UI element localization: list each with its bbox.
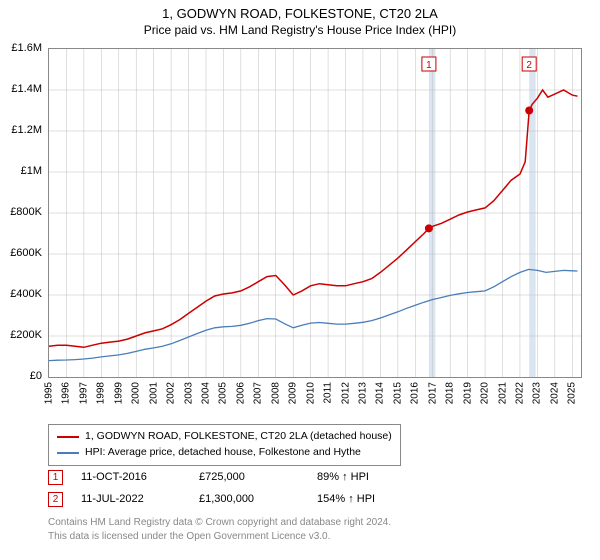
x-tick-label: 2010	[305, 382, 316, 404]
legend-row: 1, GODWYN ROAD, FOLKESTONE, CT20 2LA (de…	[57, 429, 392, 445]
x-tick-label: 1997	[78, 382, 89, 404]
y-tick-label: £1.2M	[11, 124, 42, 136]
x-tick-label: 2020	[480, 382, 491, 404]
x-tick-label: 2014	[375, 382, 386, 404]
sale-point-marker	[425, 224, 433, 232]
title-block: 1, GODWYN ROAD, FOLKESTONE, CT20 2LA Pri…	[0, 0, 600, 38]
x-tick-label: 2015	[392, 382, 403, 404]
y-tick-label: £400K	[10, 288, 42, 300]
footer-line-1: Contains HM Land Registry data © Crown c…	[48, 516, 391, 530]
points-row-marker: 2	[48, 492, 63, 507]
points-row-date: 11-OCT-2016	[81, 471, 181, 483]
title-main: 1, GODWYN ROAD, FOLKESTONE, CT20 2LA	[0, 6, 600, 23]
points-row-date: 11-JUL-2022	[81, 493, 181, 505]
x-tick-label: 2013	[357, 382, 368, 404]
x-tick-label: 2012	[340, 382, 351, 404]
points-row-pct: 154% ↑ HPI	[317, 493, 447, 505]
x-tick-label: 2005	[218, 382, 229, 404]
x-tick-label: 2011	[323, 382, 334, 404]
x-tick-label: 2022	[514, 382, 525, 404]
legend-label: 1, GODWYN ROAD, FOLKESTONE, CT20 2LA (de…	[85, 429, 392, 445]
legend-label: HPI: Average price, detached house, Folk…	[85, 445, 361, 461]
plot-svg: 12	[49, 49, 581, 377]
legend-swatch	[57, 452, 79, 454]
y-tick-label: £0	[30, 370, 42, 382]
x-axis-labels: 1995199619971998199920002001200220032004…	[48, 380, 582, 420]
series-line-subject	[49, 90, 578, 347]
footer-attribution: Contains HM Land Registry data © Crown c…	[48, 516, 391, 543]
points-row-pct: 89% ↑ HPI	[317, 471, 447, 483]
x-tick-label: 2017	[427, 382, 438, 404]
legend-swatch	[57, 436, 79, 438]
x-tick-label: 2021	[497, 382, 508, 404]
y-tick-label: £1.4M	[11, 83, 42, 95]
y-tick-label: £1M	[21, 165, 42, 177]
x-tick-label: 2001	[148, 382, 159, 404]
x-tick-label: 2006	[235, 382, 246, 404]
x-tick-label: 2009	[288, 382, 299, 404]
x-tick-label: 2008	[270, 382, 281, 404]
x-tick-label: 2024	[549, 382, 560, 404]
x-tick-label: 2025	[567, 382, 578, 404]
sale-points-table: 1 11-OCT-2016 £725,000 89% ↑ HPI 2 11-JUL-202…	[48, 466, 447, 510]
legend-row: HPI: Average price, detached house, Folk…	[57, 445, 392, 461]
points-row: 2 11-JUL-2022 £1,300,000 154% ↑ HPI	[48, 488, 447, 510]
x-tick-label: 2002	[166, 382, 177, 404]
x-tick-label: 2023	[532, 382, 543, 404]
x-tick-label: 2000	[131, 382, 142, 404]
footer-line-2: This data is licensed under the Open Gov…	[48, 530, 391, 544]
x-tick-label: 1998	[96, 382, 107, 404]
chart-container: 1, GODWYN ROAD, FOLKESTONE, CT20 2LA Pri…	[0, 0, 600, 560]
points-row-price: £1,300,000	[199, 493, 299, 505]
y-tick-label: £600K	[10, 247, 42, 259]
x-tick-label: 2019	[462, 382, 473, 404]
title-sub: Price paid vs. HM Land Registry's House …	[0, 23, 600, 39]
legend: 1, GODWYN ROAD, FOLKESTONE, CT20 2LA (de…	[48, 424, 401, 466]
x-tick-label: 2016	[410, 382, 421, 404]
chart-area: 12	[48, 48, 582, 378]
x-tick-label: 2003	[183, 382, 194, 404]
y-tick-label: £1.6M	[11, 42, 42, 54]
y-tick-label: £200K	[10, 329, 42, 341]
x-tick-label: 1995	[44, 382, 55, 404]
sale-point-box-label: 1	[426, 60, 432, 71]
sale-point-box-label: 2	[526, 60, 532, 71]
y-axis-labels: £0£200K£400K£600K£800K£1M£1.2M£1.4M£1.6M	[0, 48, 46, 378]
plot-border: 12	[48, 48, 582, 378]
points-row-price: £725,000	[199, 471, 299, 483]
x-tick-label: 2018	[445, 382, 456, 404]
sale-point-marker	[525, 107, 533, 115]
x-tick-label: 2004	[200, 382, 211, 404]
x-tick-label: 1999	[113, 382, 124, 404]
points-row: 1 11-OCT-2016 £725,000 89% ↑ HPI	[48, 466, 447, 488]
points-row-marker: 1	[48, 470, 63, 485]
x-tick-label: 2007	[253, 382, 264, 404]
x-tick-label: 1996	[61, 382, 72, 404]
series-line-hpi	[49, 269, 578, 360]
y-tick-label: £800K	[10, 206, 42, 218]
